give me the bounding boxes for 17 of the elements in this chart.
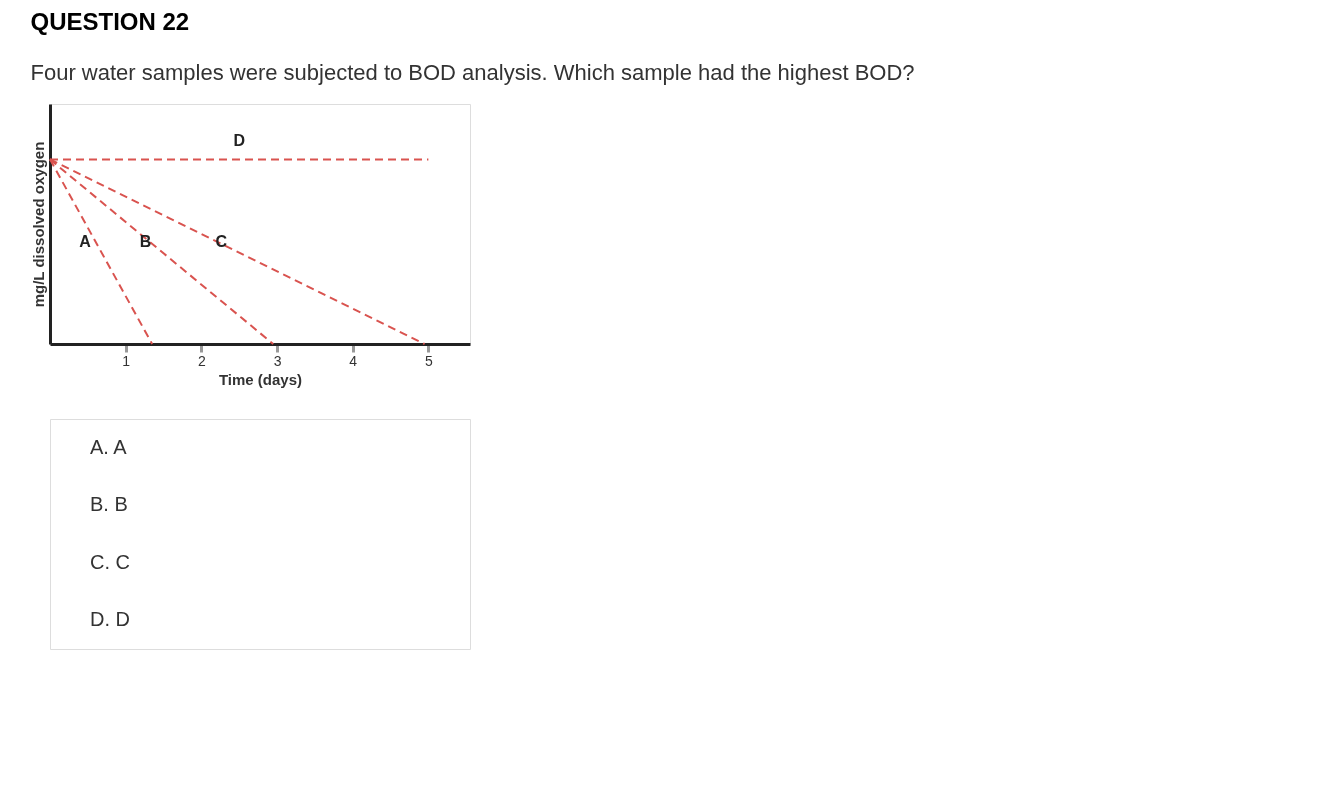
series-label: D xyxy=(233,132,245,150)
x-tick-label: 4 xyxy=(349,352,358,369)
x-tick-label: 5 xyxy=(424,352,433,369)
x-tick-label: 2 xyxy=(197,352,206,369)
text: B. B xyxy=(90,493,128,516)
series-label: C xyxy=(215,232,228,250)
x-tick-label: 1 xyxy=(122,352,131,369)
text: D. D xyxy=(90,608,130,631)
series-label: A xyxy=(79,232,92,250)
y-axis-title: mg/L dissolved oxygen xyxy=(29,141,47,308)
text: C. C xyxy=(90,550,130,573)
x-axis-title: Time (days) xyxy=(218,370,303,388)
text: A. A xyxy=(90,435,128,458)
chart-title: QUESTION 22 xyxy=(30,7,190,35)
chart-subtitle: Four water samples were subjected to BOD analysis. Which sample had the highest BOD? xyxy=(30,59,915,85)
series-label: B xyxy=(139,232,152,250)
x-tick-label: 3 xyxy=(273,352,282,369)
